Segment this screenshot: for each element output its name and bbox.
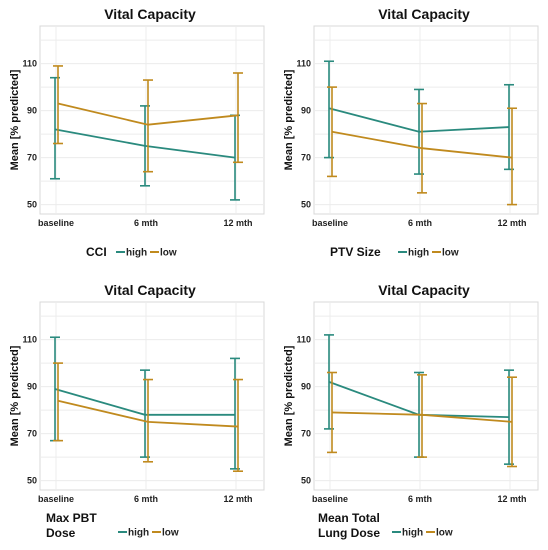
x-tick-label: 6 mth [134, 218, 158, 228]
legend: Max PBT Dose high low [46, 511, 179, 540]
error-bar-low [53, 362, 63, 442]
error-bar-low [417, 374, 427, 458]
legend-label-high: high [402, 528, 423, 539]
y-tick-label: 70 [301, 153, 311, 163]
error-bar-low [507, 107, 517, 206]
y-tick-label: 110 [22, 335, 37, 345]
y-tick-label: 90 [301, 382, 311, 392]
x-tick-label: baseline [312, 494, 348, 504]
chart-title: Vital Capacity [378, 282, 470, 298]
series-line-high [54, 388, 235, 416]
x-tick-label: 12 mth [223, 218, 252, 228]
error-bar-low [53, 65, 63, 145]
legend-label-high: high [126, 248, 147, 259]
legend-title: PTV Size [330, 245, 381, 259]
series-line-low [331, 130, 513, 159]
legend-label-low: low [162, 528, 179, 539]
x-tick-label: 6 mth [408, 218, 432, 228]
y-tick-label: 50 [27, 200, 37, 210]
series-line-low [57, 102, 239, 126]
legend-label-low: low [442, 248, 459, 259]
y-tick-label: 50 [301, 200, 311, 210]
y-tick-label: 110 [22, 59, 37, 69]
x-tick-label: baseline [312, 218, 348, 228]
x-tick-label: baseline [38, 494, 74, 504]
y-axis-label: Mean [% predicted] [9, 69, 21, 170]
chart-title: Vital Capacity [104, 282, 196, 298]
x-tick-label: 12 mth [497, 218, 526, 228]
y-tick-label: 50 [301, 476, 311, 486]
series-line-low [57, 399, 239, 428]
legend: PTV Size high low [330, 245, 459, 259]
legend-label-low: low [160, 248, 177, 259]
legend-label-low: low [436, 528, 453, 539]
y-axis-label: Mean [% predicted] [283, 69, 295, 170]
x-tick-label: 6 mth [408, 494, 432, 504]
chart-panel-4: Vital Capacity Mean [% predicted] 50 70 90 11… [283, 282, 539, 540]
x-tick-label: 12 mth [223, 494, 252, 504]
y-tick-label: 90 [27, 106, 37, 116]
series-line-low [331, 411, 513, 423]
error-bar-low [233, 72, 243, 164]
legend-title: Mean Total Lung Dose [318, 511, 380, 540]
plot-area [313, 301, 539, 491]
plot-area [313, 25, 539, 215]
legend-title: Max PBT Dose [46, 511, 97, 540]
legend: Mean Total Lung Dose high low [318, 511, 453, 540]
y-tick-label: 110 [296, 59, 311, 69]
y-axis-label: Mean [% predicted] [9, 345, 21, 446]
y-tick-label: 70 [27, 429, 37, 439]
chart-panel-1: Vital Capacity Mean [% predicted] 50 70 90 11… [9, 6, 265, 259]
legend-label-high: high [128, 528, 149, 539]
legend: CCI high low [86, 245, 177, 259]
legend-label-high: high [408, 248, 429, 259]
chart-panel-3: Vital Capacity Mean [% predicted] 50 70 90 11… [9, 282, 265, 540]
y-tick-label: 110 [296, 335, 311, 345]
y-tick-label: 70 [27, 153, 37, 163]
plot-area [39, 25, 265, 215]
x-tick-label: baseline [38, 218, 74, 228]
chart-title: Vital Capacity [104, 6, 196, 22]
y-tick-label: 70 [301, 429, 311, 439]
y-axis-label: Mean [% predicted] [283, 345, 295, 446]
x-tick-label: 6 mth [134, 494, 158, 504]
y-tick-label: 90 [27, 382, 37, 392]
y-tick-label: 50 [27, 476, 37, 486]
error-bar-low [143, 79, 153, 173]
series-line-high [54, 128, 236, 159]
y-tick-label: 90 [301, 106, 311, 116]
x-tick-label: 12 mth [497, 494, 526, 504]
chart-title: Vital Capacity [378, 6, 470, 22]
legend-title: CCI [86, 245, 107, 259]
chart-panel-2: Vital Capacity Mean [% predicted] 50 70 90 11… [283, 6, 539, 259]
series-line-high [328, 107, 510, 133]
error-bar-low [233, 378, 243, 472]
error-bar-low [143, 378, 153, 463]
